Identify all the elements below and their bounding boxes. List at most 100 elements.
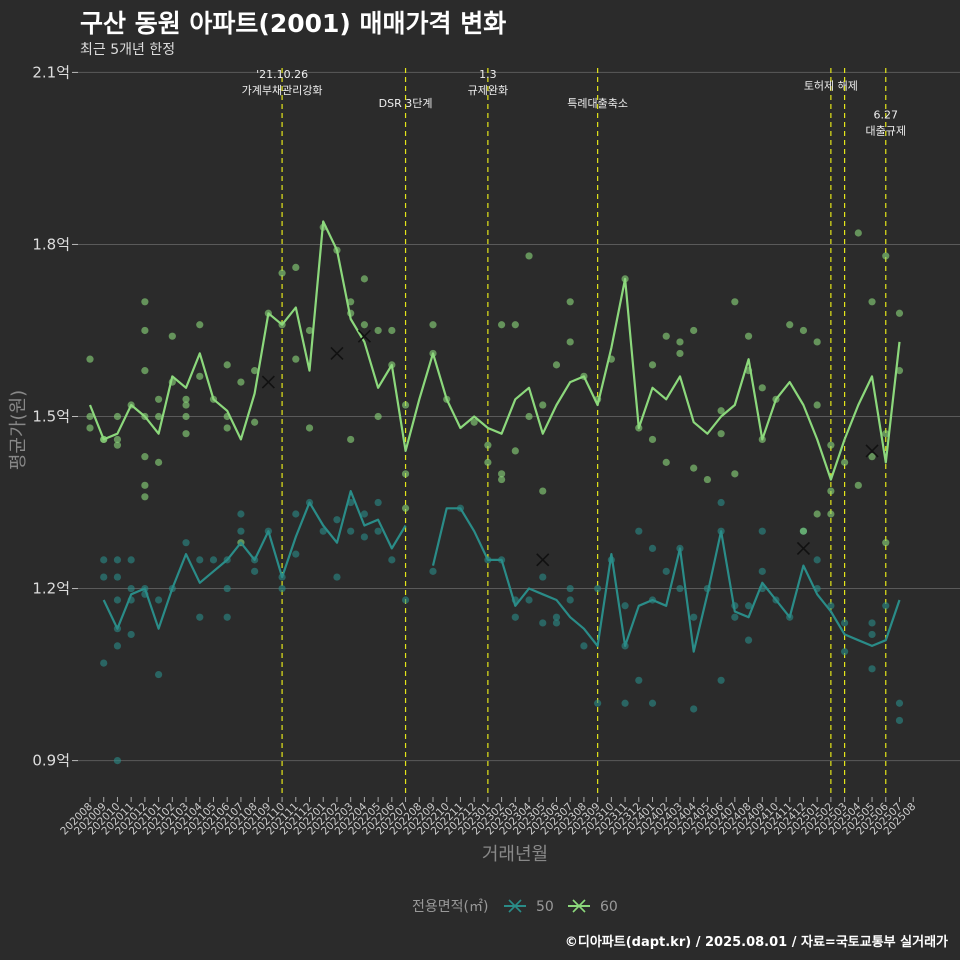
transaction-point	[141, 493, 149, 501]
transaction-point	[141, 453, 149, 461]
transaction-point	[676, 338, 684, 346]
policy-event-label: 1.3	[479, 68, 497, 81]
transaction-point	[86, 412, 94, 421]
legend-label: 60	[600, 899, 618, 915]
transaction-point	[155, 395, 163, 403]
transaction-point	[511, 613, 519, 621]
legend-label: 50	[536, 899, 554, 915]
transaction-point	[223, 584, 231, 593]
transaction-point	[223, 361, 231, 369]
transaction-point	[731, 613, 739, 621]
transaction-point	[155, 596, 163, 604]
transaction-point	[100, 573, 108, 581]
transaction-point	[237, 378, 245, 386]
policy-event-label: 특례대출축소	[567, 97, 628, 110]
series-lines	[88, 220, 901, 653]
transaction-point	[113, 435, 122, 444]
transaction-point	[827, 441, 835, 449]
transaction-point	[100, 556, 108, 564]
transaction-point	[374, 326, 382, 335]
transaction-point	[182, 395, 190, 403]
legend-title: 전용면적(㎡)	[412, 899, 488, 915]
transaction-point	[648, 544, 657, 553]
transaction-point	[347, 435, 355, 444]
x-axis-title: 거래년월	[482, 844, 548, 865]
transaction-point	[401, 401, 410, 409]
transaction-point	[498, 321, 506, 329]
transaction-point	[895, 367, 904, 375]
transaction-point	[566, 338, 574, 346]
transaction-point	[305, 424, 314, 432]
transaction-point	[401, 470, 410, 478]
transaction-point	[525, 596, 533, 604]
transaction-point	[429, 567, 437, 575]
policy-event-label: DSR 3단계	[379, 97, 433, 110]
y-axis-title: 평균가(원)	[8, 390, 29, 470]
legend-key-x	[572, 899, 586, 913]
transaction-point	[401, 596, 410, 604]
transaction-point	[854, 481, 862, 489]
transaction-point	[360, 275, 368, 283]
transaction-point	[882, 539, 890, 547]
policy-event-label: 토허제 해제	[804, 79, 858, 93]
transaction-point	[292, 510, 300, 518]
transaction-point	[292, 550, 300, 558]
transaction-point	[552, 613, 561, 621]
transaction-point	[86, 355, 94, 363]
transaction-point	[690, 613, 698, 621]
transaction-point	[895, 716, 904, 725]
transaction-point	[470, 418, 478, 426]
transaction-point	[648, 435, 657, 444]
transaction-point	[196, 372, 204, 380]
y-tick-label: 0.9억	[32, 752, 70, 770]
transaction-point	[525, 412, 533, 421]
transaction-point	[813, 338, 821, 346]
transaction-point	[854, 229, 862, 237]
transaction-point	[168, 332, 176, 340]
transaction-point	[251, 418, 259, 426]
policy-event-label: '21.10.26	[256, 68, 308, 81]
grid-lines	[78, 71, 960, 762]
transaction-point	[360, 533, 368, 541]
transaction-point	[813, 510, 821, 518]
transaction-point	[882, 252, 890, 260]
y-tick-label: 2.1억	[32, 63, 70, 81]
transaction-point	[498, 475, 506, 484]
transaction-point	[566, 584, 574, 593]
transaction-point	[895, 699, 904, 707]
highlight-x-marker	[357, 329, 371, 343]
transaction-point	[511, 447, 519, 455]
transaction-point	[388, 556, 396, 564]
transaction-point	[758, 567, 766, 575]
transaction-point	[868, 630, 876, 639]
transaction-point	[635, 676, 643, 684]
transaction-point	[251, 367, 259, 375]
transaction-point	[127, 630, 135, 639]
transaction-point	[223, 613, 231, 621]
transaction-point	[223, 424, 231, 432]
transaction-point	[100, 659, 108, 667]
transaction-point	[127, 556, 135, 564]
transaction-point	[841, 458, 849, 466]
transaction-point	[539, 487, 547, 495]
transaction-point	[799, 326, 808, 335]
transaction-point	[209, 556, 218, 564]
y-tick-label: 1.2억	[32, 580, 70, 598]
y-tick-label: 1.5억	[32, 408, 70, 426]
transaction-point	[717, 430, 725, 438]
transaction-point	[882, 602, 890, 610]
transaction-point	[278, 584, 286, 593]
transaction-point	[347, 527, 355, 535]
legend: 전용면적(㎡) 50 60	[412, 899, 618, 915]
transaction-point	[813, 556, 821, 564]
transaction-point	[882, 430, 890, 438]
transaction-point	[292, 355, 300, 363]
transaction-point	[196, 613, 204, 621]
transaction-point	[841, 648, 849, 656]
transaction-point	[374, 498, 382, 507]
transaction-point	[429, 321, 437, 329]
transaction-point	[868, 298, 876, 306]
series-line-60	[88, 220, 901, 481]
highlight-x-marker	[261, 375, 275, 389]
transaction-point	[539, 619, 547, 627]
